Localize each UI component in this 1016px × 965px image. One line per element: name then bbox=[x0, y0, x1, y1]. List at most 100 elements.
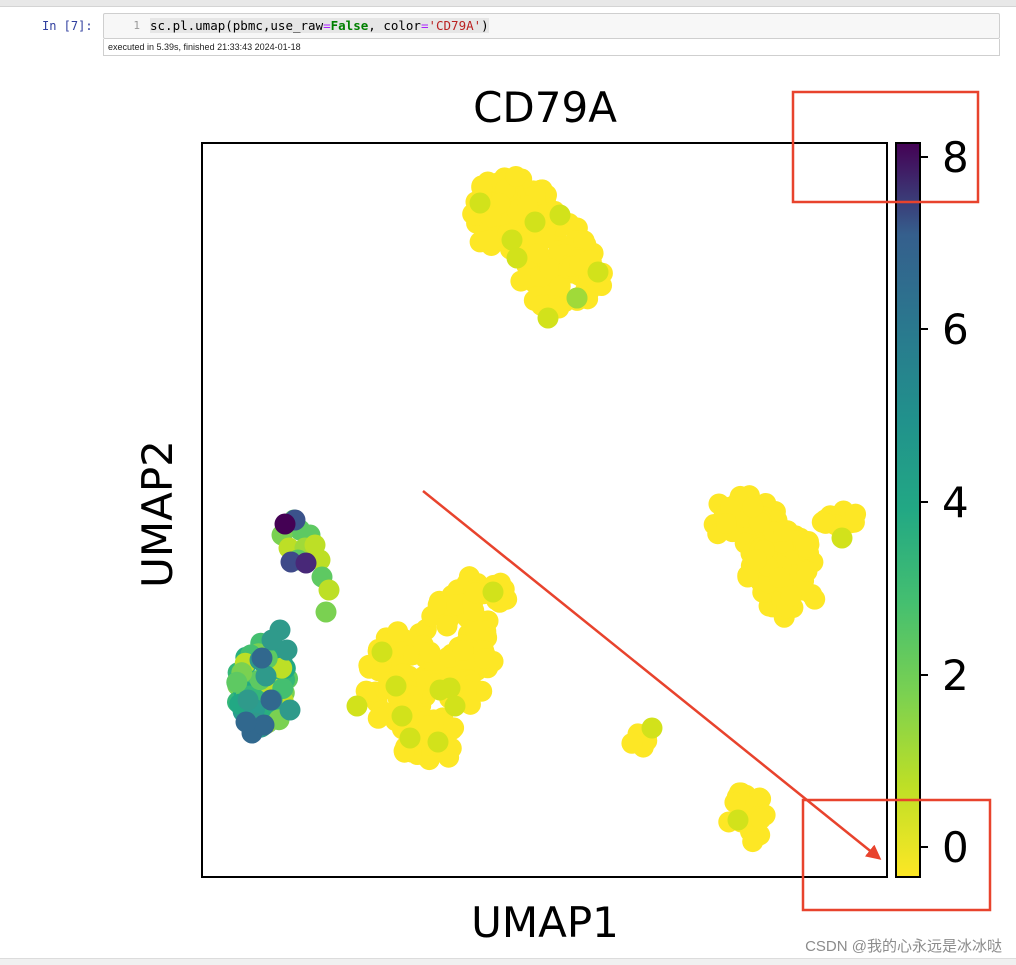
y-axis-label: UMAP2 bbox=[133, 440, 182, 588]
execution-info: executed in 5.39s, finished 21:33:43 202… bbox=[103, 39, 1000, 56]
line-number: 1 bbox=[133, 19, 140, 32]
plot-title: CD79A bbox=[473, 83, 617, 132]
colorbar-tick-label: 4 bbox=[942, 478, 969, 527]
colorbar-tick-label: 0 bbox=[942, 823, 969, 872]
cluster-top-point bbox=[505, 165, 527, 187]
cluster-right-point bbox=[737, 566, 759, 588]
code-highlight: sc.pl.umap(pbmc,use_raw=False, color='CD… bbox=[150, 18, 489, 33]
cluster-top-point bbox=[539, 258, 561, 280]
cluster-left-point bbox=[279, 699, 301, 721]
scatter-points bbox=[226, 165, 867, 853]
scatter-point bbox=[399, 727, 421, 749]
cluster-right-point bbox=[773, 520, 795, 542]
code-string: 'CD79A' bbox=[428, 18, 482, 33]
cluster-left-point bbox=[295, 552, 317, 574]
cluster-top-point bbox=[528, 243, 550, 265]
cluster-right-point bbox=[845, 503, 867, 525]
cluster-center-point bbox=[464, 619, 486, 641]
cluster-center-point bbox=[456, 679, 478, 701]
code-eq: = bbox=[323, 18, 331, 33]
cluster-center-point bbox=[452, 639, 474, 661]
scatter-point bbox=[385, 675, 407, 697]
cluster-left-point bbox=[276, 639, 298, 661]
cluster-right-point bbox=[715, 512, 737, 534]
cluster-left-point bbox=[280, 551, 302, 573]
scatter-point bbox=[506, 247, 528, 269]
cluster-bottom-point bbox=[621, 732, 643, 754]
bottom-edge bbox=[0, 958, 1016, 965]
colorbar-tick-label: 8 bbox=[942, 133, 969, 182]
cluster-left-point bbox=[235, 711, 257, 733]
annotation-arrow bbox=[422, 490, 882, 860]
cluster-center-point bbox=[436, 615, 458, 637]
code-mid: , color bbox=[368, 18, 421, 33]
colorbar-tick-label: 2 bbox=[942, 651, 969, 700]
scatter-point bbox=[587, 261, 609, 283]
cluster-left-point bbox=[315, 601, 337, 623]
code-line[interactable]: sc.pl.umap(pbmc,use_raw=False, color='CD… bbox=[150, 14, 489, 38]
scatter-point bbox=[346, 695, 368, 717]
cluster-center-point bbox=[465, 582, 487, 604]
cluster-center-point bbox=[367, 707, 389, 729]
cluster-center-point bbox=[419, 641, 441, 663]
cluster-right-point bbox=[746, 549, 768, 571]
cluster-top-point bbox=[478, 229, 500, 251]
scatter-point bbox=[831, 527, 853, 549]
cluster-right-point bbox=[742, 496, 764, 518]
cluster-center-point bbox=[418, 715, 440, 737]
code-end: ) bbox=[481, 18, 489, 33]
watermark: CSDN @我的心永远是冰冰哒 bbox=[805, 938, 1002, 955]
cluster-left-point bbox=[253, 714, 275, 736]
code-eq2: = bbox=[420, 18, 429, 33]
toolbar-edge bbox=[0, 0, 1016, 7]
cluster-center-point bbox=[474, 648, 496, 670]
scatter-point bbox=[371, 641, 393, 663]
annotation-box-bottom bbox=[801, 798, 992, 912]
cluster-top-point bbox=[471, 176, 493, 198]
plot-frame bbox=[201, 142, 888, 878]
cluster-left-point bbox=[255, 665, 277, 687]
cluster-center-point bbox=[446, 594, 468, 616]
scatter-point bbox=[469, 192, 491, 214]
scatter-point bbox=[427, 731, 449, 753]
scatter-point bbox=[482, 581, 504, 603]
cluster-right-point bbox=[768, 567, 790, 589]
cluster-left-point bbox=[261, 629, 283, 651]
scatter-point bbox=[524, 211, 546, 233]
cluster-left-point bbox=[260, 689, 282, 711]
cluster-center-point bbox=[427, 594, 449, 616]
cluster-top-point bbox=[517, 195, 539, 217]
cluster-top-point bbox=[573, 230, 595, 252]
cluster-right-point bbox=[795, 536, 817, 558]
cluster-bottom-point bbox=[742, 831, 764, 853]
scatter-point bbox=[444, 695, 466, 717]
cluster-center-point bbox=[387, 621, 409, 643]
cluster-top-point bbox=[549, 275, 571, 297]
code-false: False bbox=[330, 18, 369, 33]
cluster-right-point bbox=[796, 560, 818, 582]
scatter-point bbox=[501, 229, 523, 251]
scatter-point bbox=[391, 705, 413, 727]
annotation-box-top bbox=[791, 90, 980, 204]
scatter-point bbox=[549, 204, 571, 226]
scatter-point bbox=[537, 307, 559, 329]
cluster-right-point bbox=[780, 585, 802, 607]
scatter-point bbox=[727, 809, 749, 831]
cluster-right-point bbox=[720, 496, 742, 518]
cluster-bottom-point bbox=[724, 791, 746, 813]
colorbar-ticks: 0 2 4 6 8 bbox=[920, 133, 969, 872]
scatter-point bbox=[641, 717, 663, 739]
cluster-left-point bbox=[237, 689, 259, 711]
cluster-left-point bbox=[274, 513, 296, 535]
cluster-center-point bbox=[443, 717, 465, 739]
code-func: sc.pl.umap(pbmc,use_raw bbox=[150, 18, 324, 33]
cluster-bottom-point bbox=[750, 808, 772, 830]
colorbar bbox=[895, 142, 921, 878]
scatter-point bbox=[429, 679, 451, 701]
cluster-left-point bbox=[226, 671, 248, 693]
cell-prompt: In [7]: bbox=[42, 19, 93, 33]
colorbar-tick-label: 6 bbox=[942, 305, 969, 354]
code-cell-input[interactable]: 1 sc.pl.umap(pbmc,use_raw=False, color='… bbox=[103, 13, 1000, 39]
scatter-point bbox=[566, 287, 588, 309]
